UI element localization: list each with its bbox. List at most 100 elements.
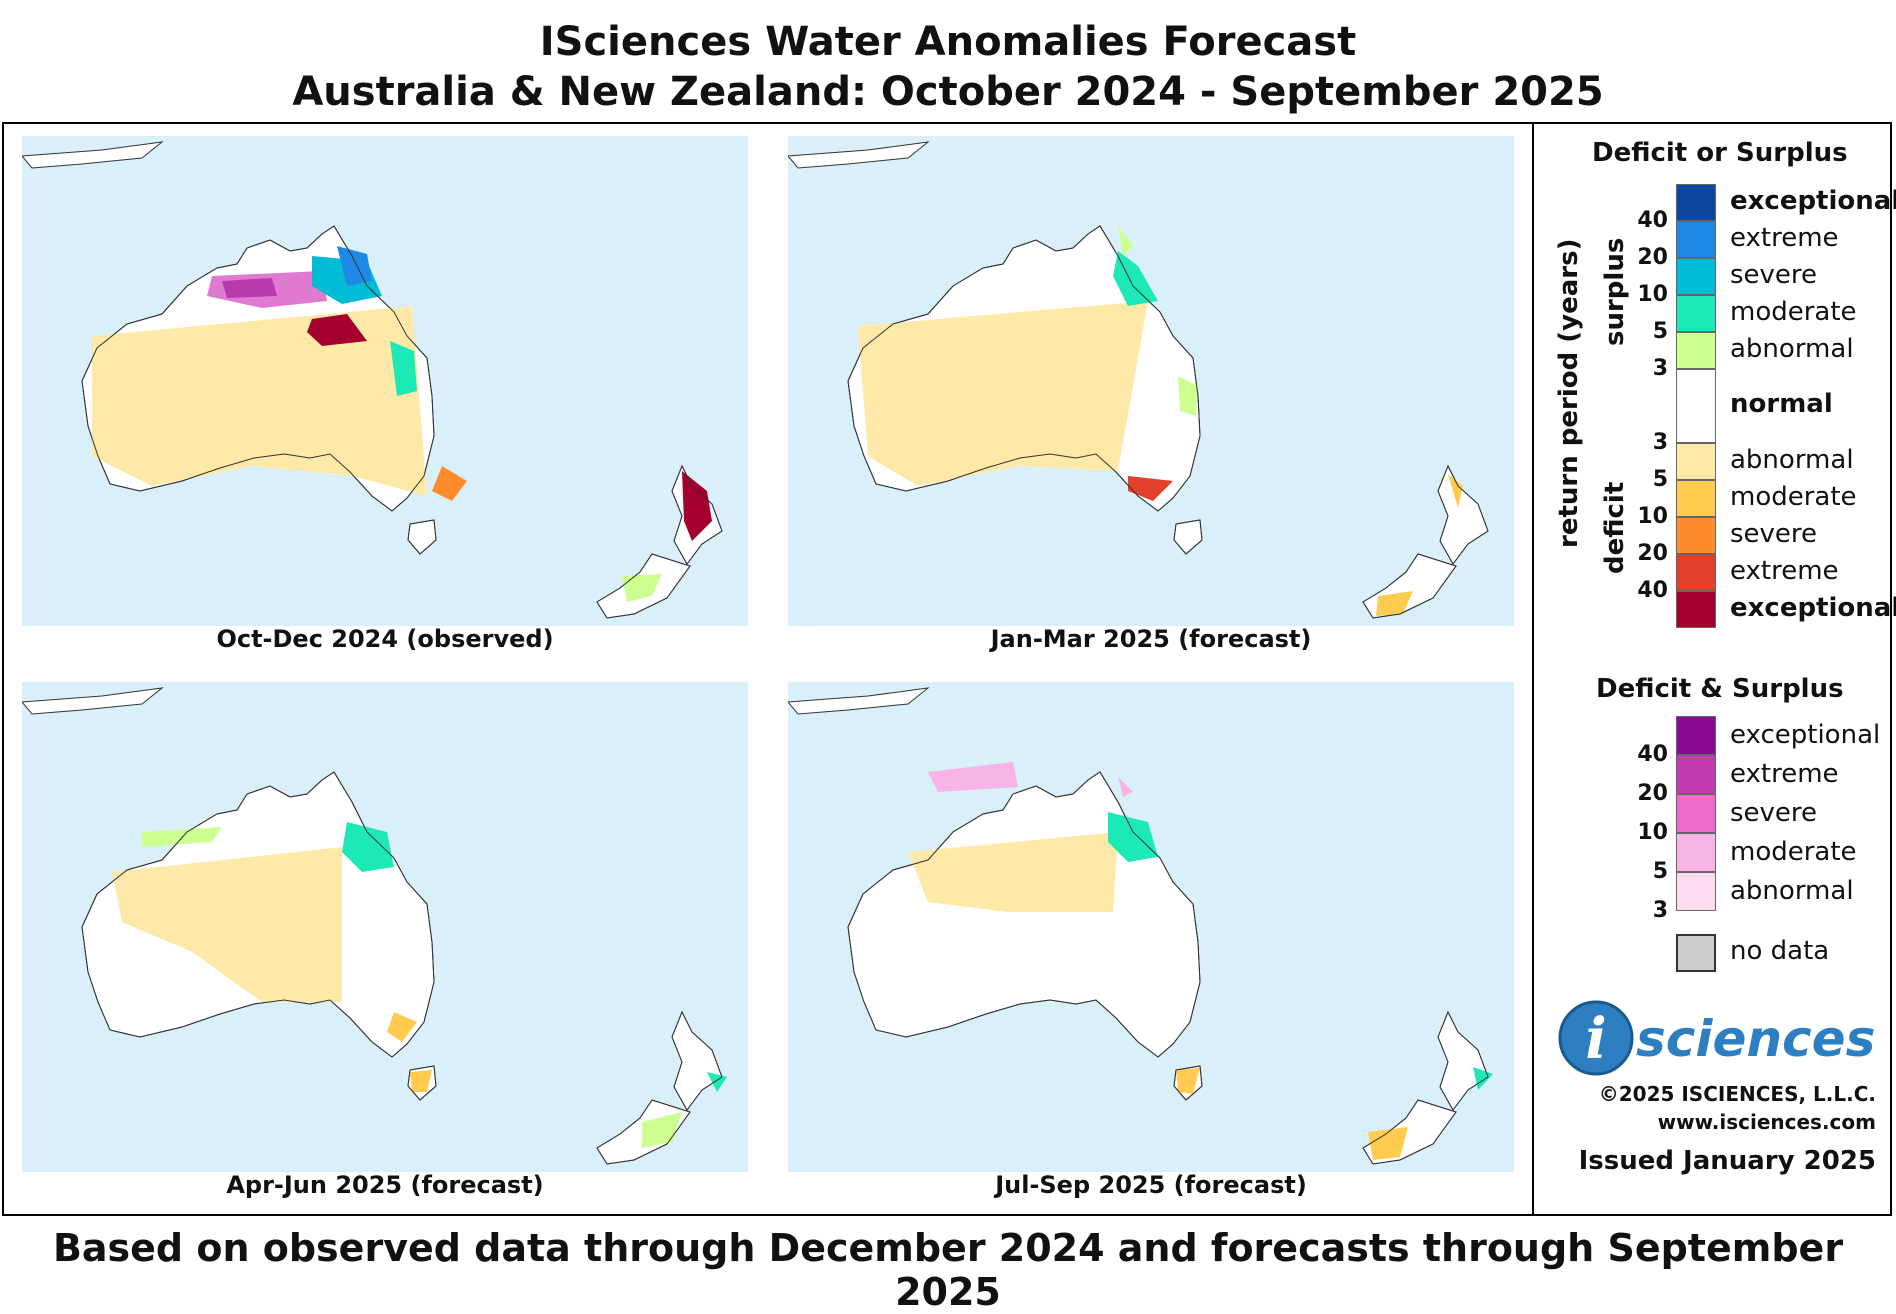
- anomaly-region: [387, 1012, 417, 1042]
- legend-swatch-surplus-extreme: [1676, 221, 1716, 258]
- panel-caption-4: Jul-Sep 2025 (forecast): [995, 1171, 1307, 1199]
- legend-swatch-deficit-extreme: [1676, 554, 1716, 591]
- anomaly-region: [622, 574, 662, 602]
- tasmania-land: [407, 519, 437, 555]
- anomaly-region: [682, 471, 712, 541]
- anomaly-region: [1113, 251, 1158, 306]
- logo-text: sciences: [1636, 1010, 1875, 1068]
- legend-tick-both: 10: [1637, 820, 1668, 845]
- isciences-logo: i sciences: [1556, 1000, 1886, 1080]
- anomaly-region: [1376, 591, 1413, 616]
- nz-north-outline: [1437, 1010, 1489, 1111]
- legend-swatch-both-extreme: [1676, 755, 1716, 794]
- legend-label-both-severe: severe: [1730, 798, 1818, 828]
- legend-divider: [1532, 122, 1534, 1216]
- legend-swatch-surplus-moderate: [1676, 295, 1716, 332]
- new-zealand-north-island: [671, 1010, 723, 1111]
- legend-swatch-deficit-moderate: [1676, 480, 1716, 517]
- papua-new-guinea-land: [22, 687, 164, 715]
- legend-label-both-abnormal: abnormal: [1730, 876, 1854, 906]
- legend-label-both-moderate: moderate: [1730, 837, 1857, 867]
- anomaly-region: [390, 341, 417, 396]
- legend-swatch-both-moderate: [1676, 833, 1716, 872]
- legend-nodata-swatch: [1676, 934, 1716, 972]
- panel-caption-1: Oct-Dec 2024 (observed): [216, 625, 554, 653]
- anomaly-region: [1448, 474, 1463, 508]
- map-panel-jul-sep: [788, 682, 1514, 1172]
- anomaly-region: [92, 306, 427, 496]
- anomaly-region: [1473, 1067, 1493, 1090]
- anomaly-region: [1128, 476, 1173, 501]
- legend-swatch-both-abnormal: [1676, 872, 1716, 911]
- logo-i: i: [1585, 1006, 1606, 1072]
- legend-tick-deficit: 10: [1637, 504, 1668, 529]
- legend-label-surplus-exceptional: exceptional: [1730, 186, 1896, 216]
- anomaly-region: [307, 314, 367, 346]
- australia-land: [847, 771, 1201, 1058]
- title-line-1: ISciences Water Anomalies Forecast: [539, 19, 1357, 65]
- legend-label-deficit-severe: severe: [1730, 519, 1818, 549]
- anomaly-region: [1178, 376, 1198, 416]
- anomaly-region: [642, 1112, 682, 1148]
- legend-tick-both: 3: [1652, 898, 1668, 923]
- footer-note: Based on observed data through December …: [52, 1226, 1844, 1314]
- panel-caption-3: Apr-Jun 2025 (forecast): [226, 1171, 544, 1199]
- legend-swatch-normal: [1676, 369, 1716, 443]
- legend-label-surplus-extreme: extreme: [1730, 223, 1839, 253]
- anomaly-region: [1176, 1068, 1200, 1094]
- copyright: ©2025 ISCIENCES, L.L.C.: [1598, 1082, 1876, 1106]
- australia-outline: [847, 771, 1201, 1058]
- issued-date: Issued January 2025: [1578, 1146, 1876, 1176]
- legend-tick-deficit: 3: [1652, 430, 1668, 455]
- anomaly-region: [1108, 812, 1158, 862]
- legend-axis-label: return period (years): [1554, 238, 1584, 548]
- legend-tick-both: 5: [1652, 859, 1668, 884]
- title-line-2: Australia & New Zealand: October 2024 - …: [292, 69, 1604, 115]
- australia-outline: [81, 771, 435, 1058]
- anomaly-region: [410, 1070, 432, 1092]
- legend-heading-deficit-and-surplus: Deficit & Surplus: [1596, 674, 1844, 704]
- legend-heading-deficit-or-surplus: Deficit or Surplus: [1592, 138, 1848, 168]
- anomaly-region: [222, 278, 277, 298]
- legend-swatch-surplus-severe: [1676, 258, 1716, 295]
- map-panel-jan-mar: [788, 136, 1514, 626]
- legend-label-surplus-severe: severe: [1730, 260, 1818, 290]
- nz-south-outline: [596, 1099, 691, 1165]
- legend-swatch-both-exceptional: [1676, 716, 1716, 755]
- legend-swatch-both-severe: [1676, 794, 1716, 833]
- nz-north-outline: [1437, 464, 1489, 565]
- map-panel-oct-dec: [22, 136, 748, 626]
- legend-tick-surplus: 40: [1637, 208, 1668, 233]
- legend-swatch-surplus-exceptional: [1676, 184, 1716, 221]
- website-link[interactable]: www.isciences.com: [1657, 1110, 1876, 1134]
- legend-tick-deficit: 40: [1637, 578, 1668, 603]
- australia-outline: [847, 225, 1201, 512]
- panel-caption-2: Jan-Mar 2025 (forecast): [990, 625, 1312, 653]
- figure-frame: [2, 122, 1892, 1216]
- legend-tick-deficit: 20: [1637, 541, 1668, 566]
- legend-tick-surplus: 3: [1652, 356, 1668, 381]
- legend-label-both-exceptional: exceptional: [1730, 720, 1881, 750]
- legend-label-deficit-extreme: extreme: [1730, 556, 1839, 586]
- nz-south-outline: [1362, 1099, 1457, 1165]
- legend-label-both-extreme: extreme: [1730, 759, 1839, 789]
- legend-tick-surplus: 20: [1637, 245, 1668, 270]
- new-zealand-north-island: [1437, 464, 1489, 565]
- legend-tick-deficit: 5: [1652, 467, 1668, 492]
- map-panel-apr-jun: [22, 682, 748, 1172]
- anomaly-region: [432, 466, 467, 501]
- anomaly-region: [1118, 226, 1133, 256]
- legend-label-deficit-abnormal: abnormal: [1730, 445, 1854, 475]
- legend-swatch-surplus-abnormal: [1676, 332, 1716, 369]
- australia-outline: [81, 225, 435, 512]
- tasmania-outline: [1173, 1065, 1203, 1101]
- tasmania-outline: [407, 519, 437, 555]
- tasmania-outline: [407, 1065, 437, 1101]
- nz-south-outline: [1362, 553, 1457, 619]
- anomaly-region: [928, 762, 1018, 792]
- legend-swatch-deficit-exceptional: [1676, 591, 1716, 628]
- legend-swatch-deficit-abnormal: [1676, 443, 1716, 480]
- legend-label-deficit-exceptional: exceptional: [1730, 593, 1896, 623]
- legend-label-normal: normal: [1730, 389, 1833, 419]
- nz-north-outline: [671, 1010, 723, 1111]
